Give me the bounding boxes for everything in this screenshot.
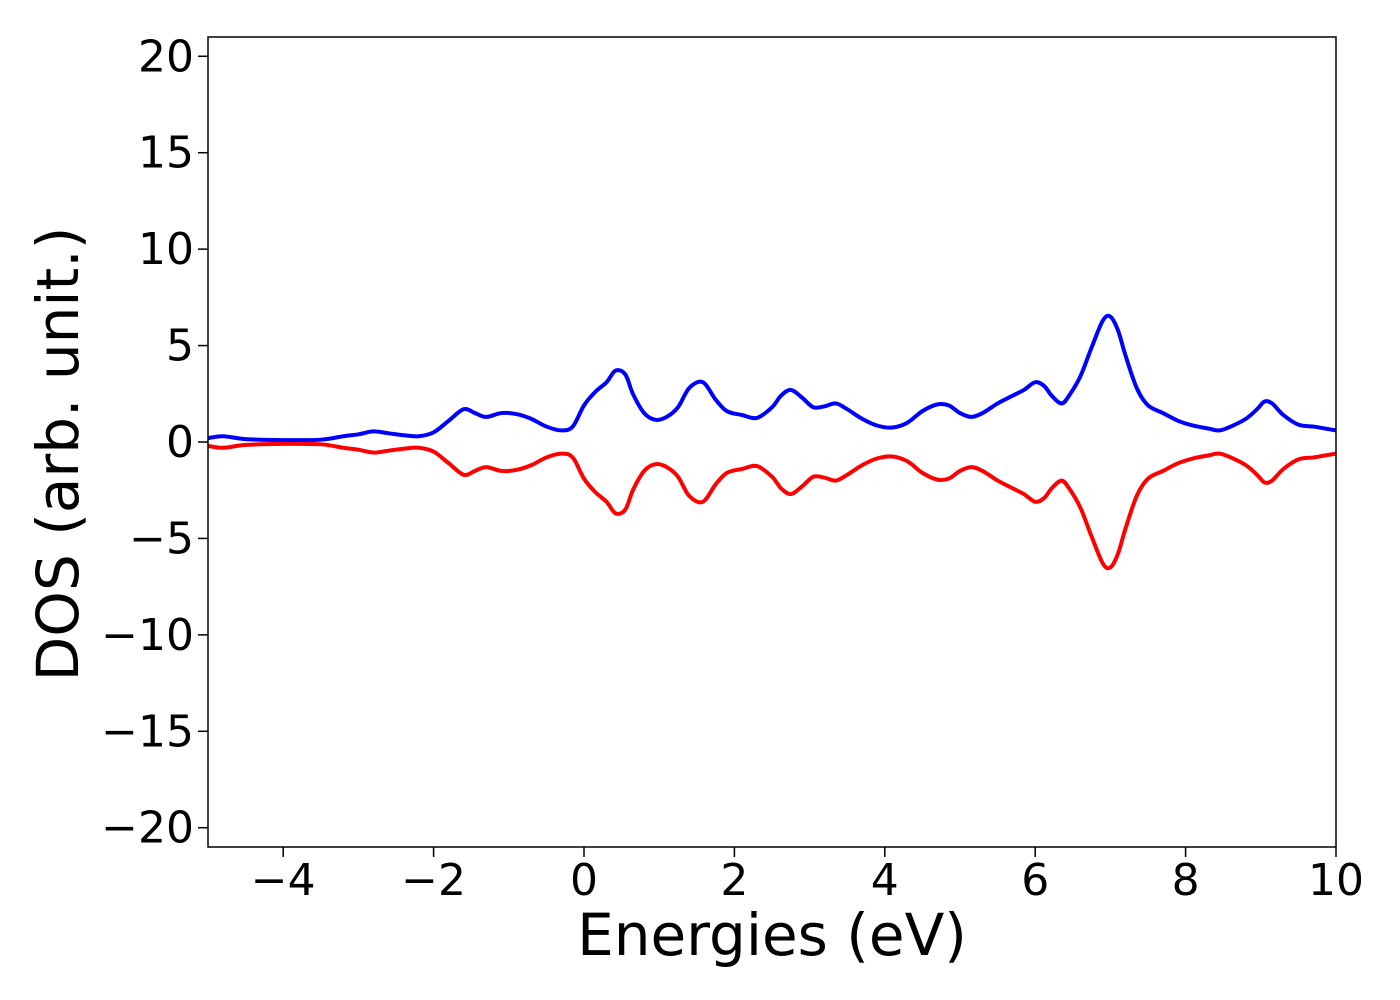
x-tick-label: 8 <box>1172 855 1200 906</box>
y-axis-label: DOS (arb. unit.) <box>24 227 92 682</box>
x-axis: −4 −2 0 2 4 6 8 10 <box>251 847 1364 906</box>
x-tick-label: 4 <box>871 855 899 906</box>
y-axis: 20 15 10 5 0 −5 −10 −15 −20 <box>101 31 208 854</box>
y-tick-label: 0 <box>166 417 194 468</box>
y-tick-label: −20 <box>101 803 194 854</box>
series-layer <box>208 313 1336 571</box>
y-tick-label: 10 <box>138 224 194 275</box>
y-tick-label: −15 <box>101 706 194 757</box>
x-tick-label: 0 <box>570 855 598 906</box>
y-tick-label: 20 <box>138 31 194 82</box>
x-tick-label: −2 <box>401 855 466 906</box>
x-axis-label: Energies (eV) <box>577 901 967 969</box>
series-line-2 <box>208 441 1336 571</box>
y-tick-label: 15 <box>138 128 194 179</box>
x-tick-label: 6 <box>1021 855 1049 906</box>
x-tick-label: 2 <box>720 855 748 906</box>
x-tick-label: 10 <box>1308 855 1364 906</box>
series-line-1 <box>208 313 1336 443</box>
y-tick-label: −5 <box>129 513 194 564</box>
y-tick-label: −10 <box>101 610 194 661</box>
x-tick-label: −4 <box>251 855 316 906</box>
y-tick-label: 5 <box>166 321 194 372</box>
